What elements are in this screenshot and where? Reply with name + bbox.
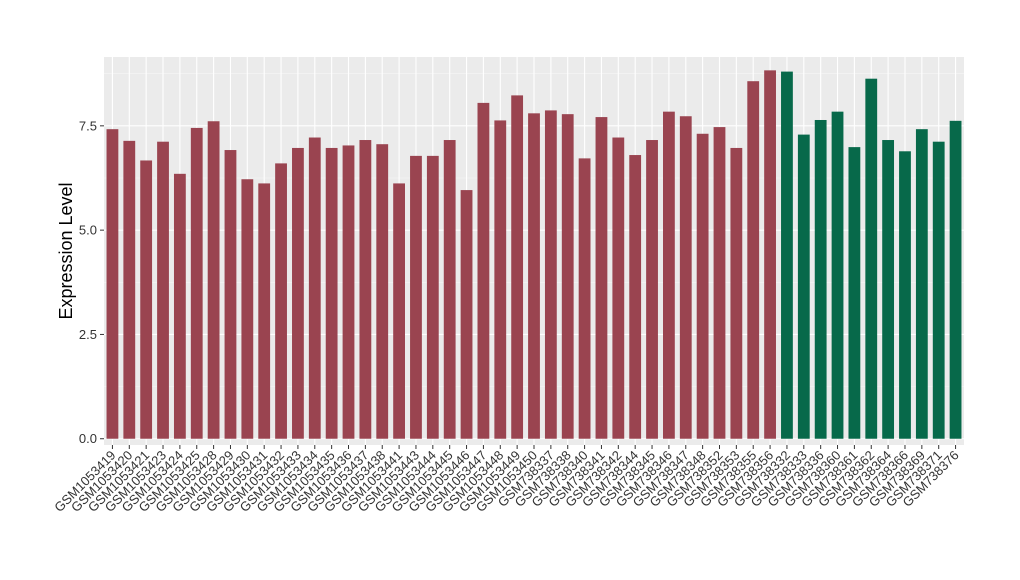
bar-GSM738338: [561, 114, 574, 439]
bar-GSM1053450: [528, 113, 540, 439]
bar-GSM1053428: [207, 121, 220, 439]
bar-GSM1053424: [173, 173, 186, 439]
y-tick-label: 5.0: [79, 223, 97, 238]
bar-GSM1053445: [443, 140, 456, 439]
bar-GSM1053433: [292, 147, 304, 439]
bar-GSM738355: [747, 81, 760, 439]
bar-GSM1053438: [376, 144, 389, 439]
bar-GSM738376: [949, 120, 962, 439]
y-axis-title: Expression Level: [56, 182, 76, 319]
bar-GSM1053421: [140, 160, 153, 439]
bar-GSM738342: [612, 137, 625, 439]
x-axis: GSM1053419GSM1053420GSM1053421GSM1053423…: [51, 445, 962, 515]
bar-GSM1053432: [275, 163, 287, 439]
y-tick-label: 0.0: [79, 431, 97, 446]
bar-GSM1053425: [190, 127, 203, 439]
bar-GSM738366: [899, 151, 911, 439]
bar-GSM738348: [696, 133, 709, 439]
bar-GSM1053441: [393, 183, 405, 439]
bar-GSM738347: [679, 116, 692, 439]
bar-GSM1053419: [106, 129, 119, 439]
bar-GSM738371: [932, 141, 945, 439]
bar-GSM1053443: [410, 155, 422, 439]
bars: [106, 70, 962, 439]
bar-GSM738352: [713, 127, 726, 439]
bar-GSM738340: [578, 158, 591, 439]
y-tick-label: 2.5: [79, 327, 97, 342]
bar-GSM738345: [646, 140, 658, 439]
bar-GSM1053436: [342, 145, 355, 439]
bar-GSM1053423: [157, 141, 169, 439]
bar-GSM1053429: [224, 150, 237, 439]
bar-GSM738353: [730, 147, 743, 439]
bar-GSM1053437: [359, 140, 372, 439]
bar-GSM1053434: [308, 137, 321, 439]
bar-GSM738362: [865, 78, 878, 439]
bar-GSM1053435: [325, 147, 338, 439]
bar-GSM738336: [814, 119, 827, 439]
bar-GSM738346: [663, 111, 675, 439]
bar-GSM1053430: [241, 179, 254, 439]
y-axis: 0.0 2.5 5.0 7.5: [79, 118, 104, 446]
bar-GSM1053444: [426, 155, 439, 439]
bar-GSM738360: [831, 111, 844, 439]
bar-GSM738332: [781, 71, 793, 439]
bar-GSM1053449: [511, 95, 524, 439]
bar-GSM738364: [882, 140, 895, 439]
bar-GSM1053446: [460, 190, 473, 439]
bar-GSM1053448: [494, 120, 507, 439]
bar-GSM738337: [544, 110, 557, 439]
y-tick-label: 7.5: [79, 118, 97, 133]
bar-GSM1053420: [123, 140, 136, 439]
bar-GSM738361: [848, 147, 861, 439]
bar-GSM738369: [915, 129, 928, 439]
bar-GSM1053447: [477, 102, 490, 439]
bar-GSM738341: [595, 117, 608, 439]
bar-GSM1053431: [258, 183, 271, 439]
bar-GSM738344: [629, 155, 642, 439]
bar-GSM738356: [764, 70, 776, 439]
bar-GSM738333: [797, 134, 810, 439]
